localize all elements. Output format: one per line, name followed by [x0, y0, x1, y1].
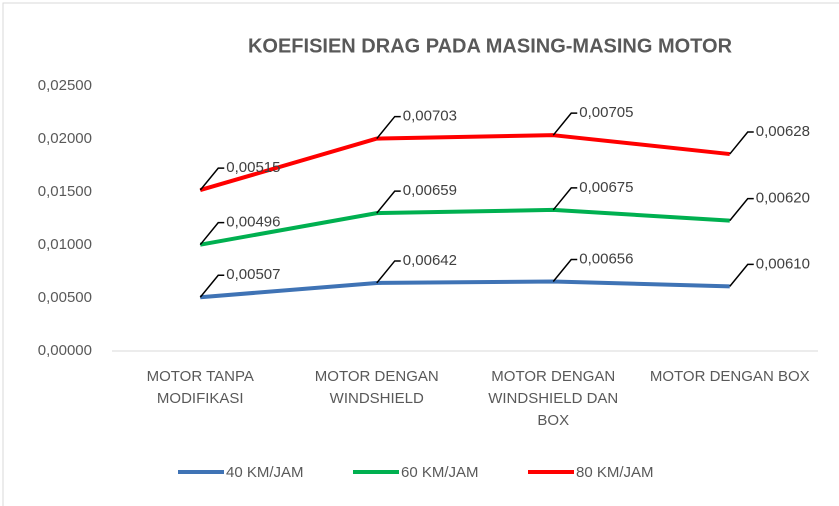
y-tick-label: 0,00500 [38, 289, 92, 306]
data-label: 0,00515 [226, 159, 280, 176]
series-line [199, 133, 730, 193]
data-label: 0,00642 [403, 252, 457, 269]
leader-line [552, 112, 578, 136]
legend-label: 60 KM/JAM [401, 464, 479, 481]
leader-line [552, 258, 578, 282]
data-label: 0,00675 [579, 179, 633, 196]
y-tick-label: 0,02000 [38, 130, 92, 147]
y-tick-label: 0,01500 [38, 183, 92, 200]
leader-line [199, 221, 225, 246]
y-tick-label: 0,01000 [38, 236, 92, 253]
leader-line [729, 263, 754, 287]
leader-line [729, 131, 754, 155]
series-line [199, 207, 730, 247]
data-label: 0,00656 [579, 250, 633, 267]
data-label: 0,00507 [226, 266, 280, 283]
x-tick-label: MOTOR DENGAN WINDSHIELD DAN BOX [488, 368, 619, 429]
leader-line [199, 167, 225, 191]
leader-line [376, 190, 401, 214]
data-label: 0,00659 [403, 182, 457, 199]
x-tick-label: MOTOR TANPA MODIFIKASI [146, 368, 254, 407]
data-label: 0,00703 [403, 108, 457, 125]
series-line [200, 279, 730, 300]
data-label: 0,00496 [226, 214, 280, 231]
data-label: 0,00705 [579, 104, 633, 121]
legend-label: 80 KM/JAM [576, 464, 654, 481]
legend-label: 40 KM/JAM [226, 464, 304, 481]
leader-line [729, 197, 754, 222]
data-label: 0,00620 [756, 190, 810, 207]
x-tick-label: MOTOR DENGAN WINDSHIELD [314, 368, 439, 407]
chart-title: KOEFISIEN DRAG PADA MASING-MASING MOTOR [248, 35, 733, 57]
leader-line [376, 115, 401, 140]
leader-line [376, 260, 401, 284]
data-label: 0,00628 [756, 123, 810, 140]
leader-line [552, 187, 578, 211]
data-label: 0,00610 [756, 255, 810, 272]
x-tick-label: MOTOR DENGAN BOX [649, 368, 810, 385]
leader-line [199, 274, 225, 298]
y-tick-label: 0,00000 [38, 342, 92, 359]
y-tick-label: 0,02500 [38, 77, 92, 94]
